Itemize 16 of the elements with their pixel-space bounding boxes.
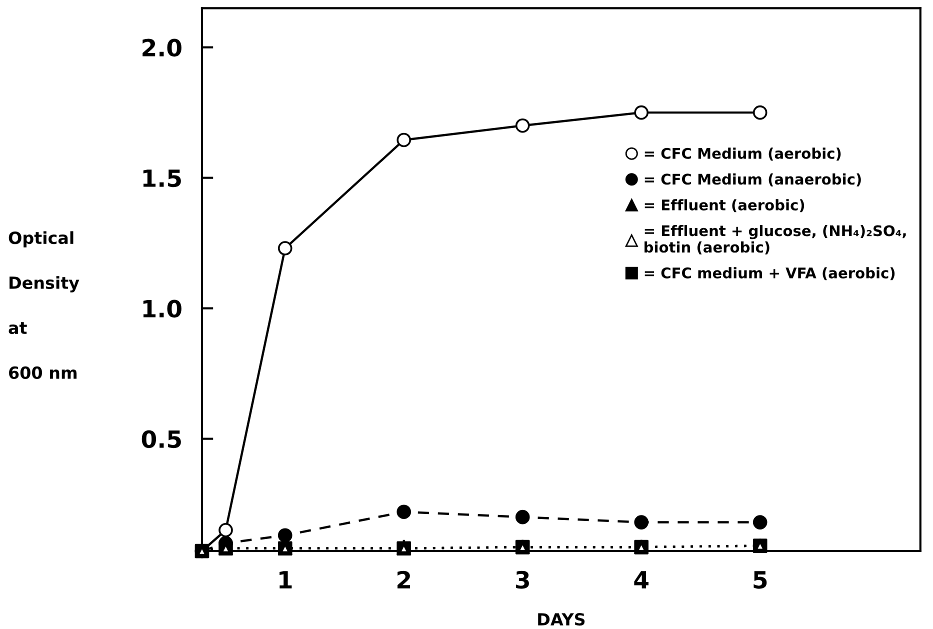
legend-label: = Effluent + glucose, (NH₄)₂SO₄, biotin (aerobic) [644,224,906,254]
x-tick-label: 3 [516,570,529,589]
legend-label: = CFC Medium (aerobic) [644,148,841,161]
x-tick-label: 1 [280,571,292,588]
x-tick-label: 5 [754,571,767,589]
y-tick-label: 0.5 [142,430,181,448]
legend-label: = Effluent (aerobic) [644,199,804,212]
y-tick-label: 1.0 [143,300,182,318]
x-tick-label: 2 [398,570,410,588]
x-axis-title: DAYS [538,613,585,626]
legend-label: = CFC Medium (anaerobic) [644,173,861,186]
legend-label: = CFC medium + VFA (aerobic) [644,267,895,280]
x-tick-label: 4 [634,571,648,588]
y-tick-label: 2.0 [142,38,182,57]
y-tick-label: 1.5 [143,170,181,188]
text: Optical Density at 600 nm [8,231,80,380]
